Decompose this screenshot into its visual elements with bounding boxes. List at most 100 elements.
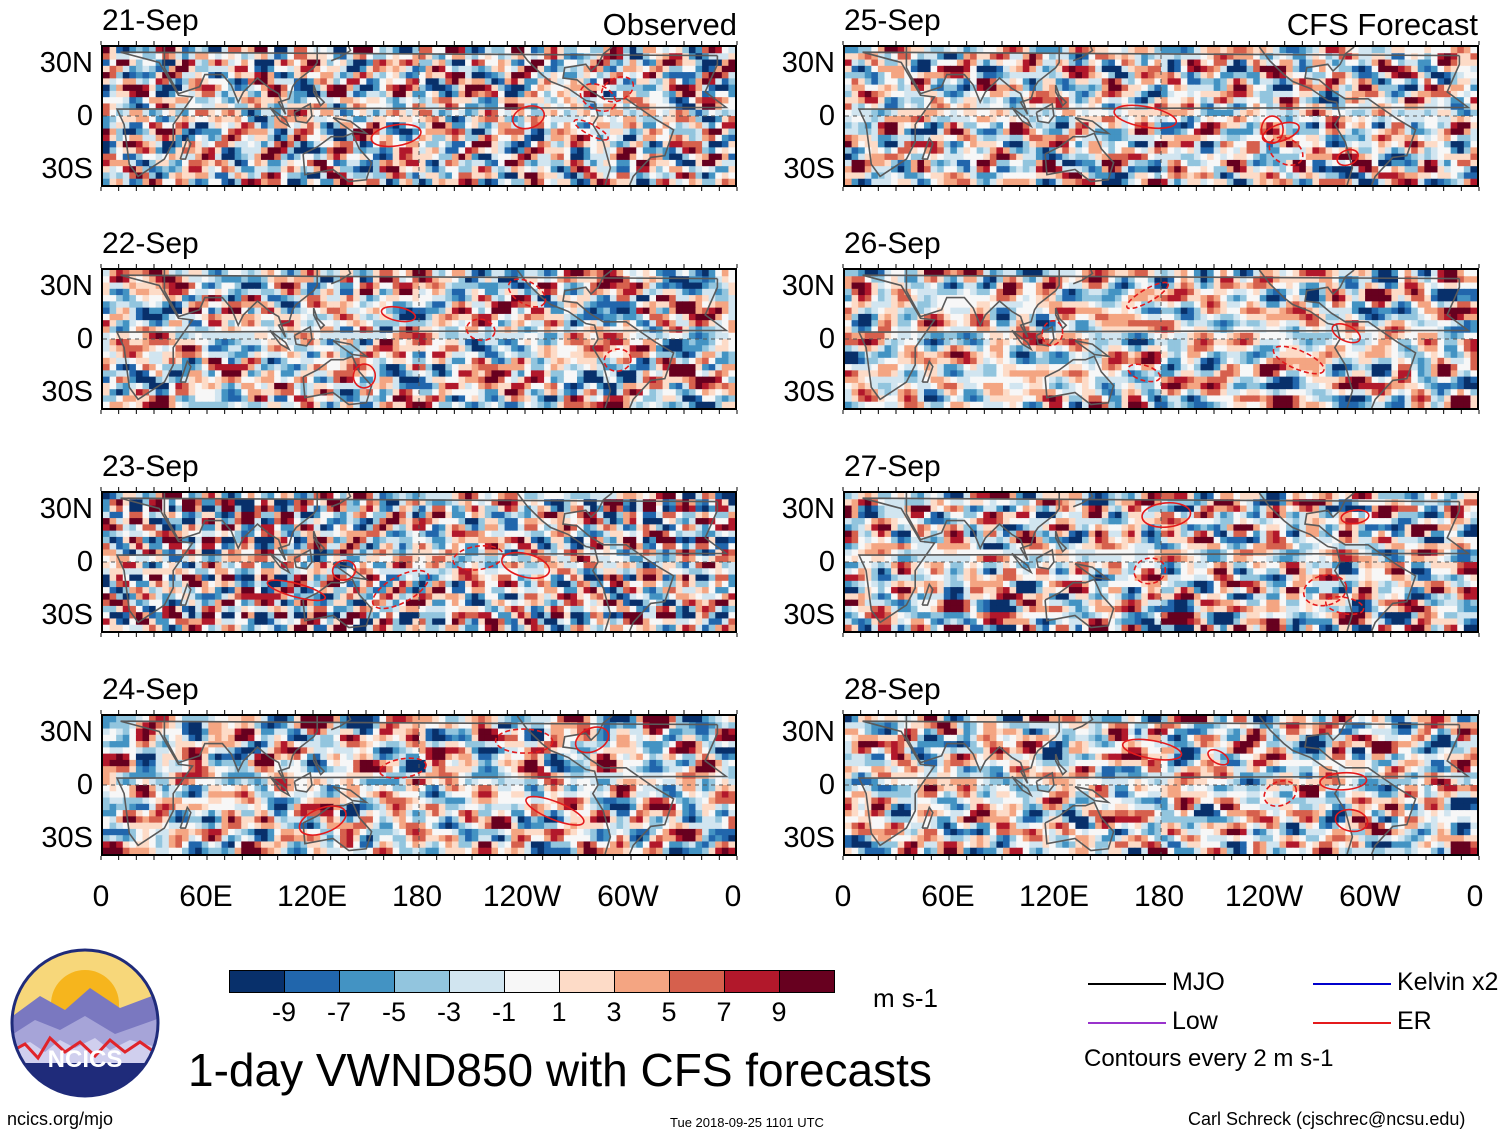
heat-cell [721,505,730,513]
heat-cell [208,332,216,340]
heat-cell [379,364,387,371]
heat-cell [293,78,302,86]
heat-cell [708,166,716,174]
heat-cell [524,307,532,315]
heat-cell [379,276,387,284]
heat-cell [425,109,433,117]
heat-cell [353,53,361,61]
heat-cell [590,376,598,384]
heat-cell [609,90,618,98]
heat-cell [175,505,183,513]
heat-cell [504,153,512,161]
heat-cell [432,103,440,111]
panel-22-sep-ticks [100,264,738,414]
heat-cell [656,301,664,309]
heat-cell [550,370,558,378]
heat-cell [320,370,328,378]
heat-cell [399,295,407,302]
heat-cell [583,326,591,334]
heat-cell [517,282,525,290]
heat-cell [537,47,545,54]
heat-cell [254,72,262,79]
heat-cell [116,90,124,98]
heat-cell [195,103,203,111]
heat-cell [103,505,111,513]
heat-cell [530,276,539,284]
heat-cell [425,288,433,296]
heat-cell [234,332,242,340]
heat-cell [511,320,519,328]
heat-cell [656,320,664,328]
heat-cell [188,401,196,408]
heat-cell [340,332,348,340]
heat-cell [195,301,203,309]
heat-cell [498,72,506,79]
heat-cell [596,295,604,302]
heat-cell [195,493,203,500]
heat-cell [465,313,473,321]
heat-cell [372,147,381,155]
heat-cell [300,332,308,340]
heat-cell [300,370,308,378]
heat-cell [135,97,144,105]
heat-cell [623,499,631,507]
heat-cell [300,276,308,284]
heat-cell [675,345,683,353]
heat-cell [669,345,677,353]
heat-cell [234,78,242,86]
heat-cell [491,505,499,513]
heat-cell [116,159,124,167]
heat-cell [721,493,730,500]
panel-23-sep-cells [103,493,735,631]
heat-cell [293,128,302,136]
heat-cell [484,103,493,111]
heat-cell [359,524,367,532]
heat-cell [695,339,703,346]
heat-cell [609,524,618,532]
heat-cell [261,376,269,384]
heat-cell [261,90,269,98]
heat-cell [596,122,604,130]
heat-cell [175,276,183,284]
heat-cell [662,59,670,67]
heat-cell [432,270,440,277]
heat-cell [530,288,539,296]
heat-cell [570,518,578,525]
heat-cell [214,122,223,130]
heat-cell [300,141,308,148]
heat-cell [675,78,683,86]
heat-cell [109,270,117,277]
heat-cell [629,332,637,340]
heat-cell [649,282,657,290]
heat-cell [484,357,493,365]
heat-cell [695,364,703,371]
heat-cell [688,47,697,54]
heat-cell [261,153,269,161]
heat-cell [168,518,177,525]
heat-cell [708,382,716,390]
heat-cell [300,47,308,54]
heat-cell [103,511,111,519]
heat-cell [247,97,256,105]
heat-cell [208,382,216,390]
heat-cell [438,53,446,61]
heat-cell [662,313,670,321]
heat-cell [261,357,269,365]
heat-cell [702,178,710,185]
heat-cell [649,351,657,359]
heat-cell [603,134,611,142]
heat-cell [471,364,479,371]
heat-cell [129,382,137,390]
heat-cell [721,141,730,148]
heat-cell [188,122,196,130]
heat-cell [129,505,137,513]
heat-cell [504,524,512,532]
heat-cell [162,295,170,302]
heat-cell [642,65,651,73]
heat-cell [530,147,539,155]
heat-cell [333,326,341,334]
heat-cell [386,357,394,365]
heat-cell [550,313,558,321]
heat-cell [715,53,723,61]
heat-cell [728,47,735,54]
